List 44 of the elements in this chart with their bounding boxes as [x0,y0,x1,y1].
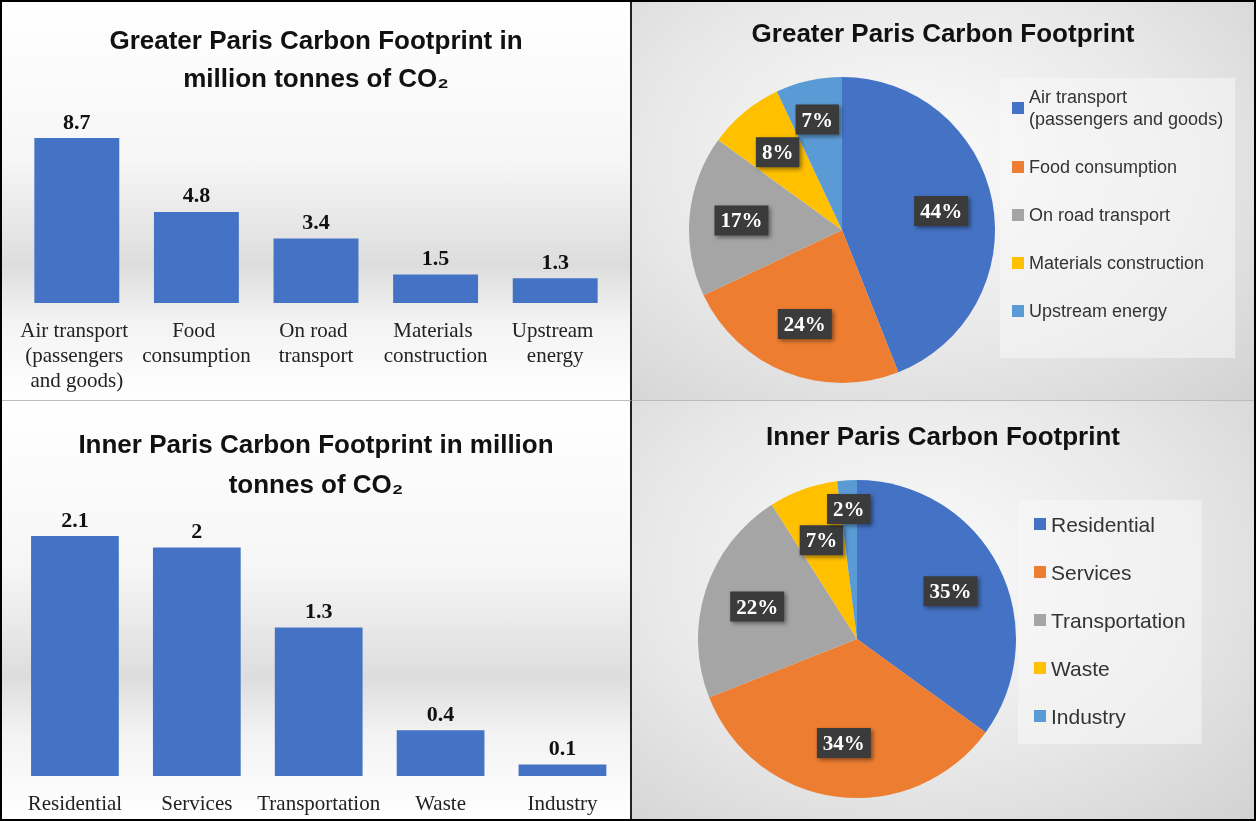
legend-label: Industry [1051,704,1127,728]
data-label: 7% [805,528,838,553]
x-tick-label: Transportation [257,790,381,815]
x-tick-label: Services [161,790,233,815]
data-label: 0.1 [548,735,577,761]
x-tick-label: Industry [527,790,598,815]
legend-label: Air transport (passengers and goods) [1029,87,1224,129]
chart-title: Inner Paris Carbon Footprint [766,421,1121,451]
data-label: 2.1 [61,506,89,532]
data-label: 8.7 [63,108,91,134]
legend-label: Transportation [1051,608,1186,632]
chart-title: Greater Paris Carbon Footprint [751,18,1135,48]
data-label: 1.5 [421,245,450,271]
data-label: 17% [720,208,763,233]
legend-label: On road transport [1029,205,1171,225]
x-tick-label: Materials construction [383,317,488,367]
data-label: 22% [736,594,779,619]
legend-label: Upstream energy [1029,301,1168,321]
data-label: 2% [833,496,865,521]
data-label: 7% [801,107,834,132]
data-label: 44% [920,199,963,224]
x-tick-label: Residential [27,790,123,815]
legend-label: Services [1051,560,1132,584]
data-label: 8% [761,140,794,165]
data-label: 24% [783,311,826,336]
legend-label: Materials construction [1029,253,1205,273]
data-label: 2 [191,517,203,543]
x-tick-label: On road transport [278,317,354,367]
x-tick-label: Food consumption [142,317,252,367]
x-tick-label: Air transport (passengers and goods) [20,317,134,392]
data-label: 3.4 [302,209,330,235]
x-tick-label: Waste [415,790,466,815]
data-label: 4.8 [182,182,211,208]
legend-label: Residential [1051,512,1155,536]
data-label: 1.3 [304,597,333,623]
legend-label: Food consumption [1029,157,1178,177]
x-tick-label: Upstream energy [511,317,599,367]
data-label: 1.3 [541,248,569,274]
chart-title: Greater Paris Carbon Footprint in million tonnes of CO₂ [109,25,523,93]
data-label: 0.4 [426,700,455,726]
legend-label: Waste [1051,656,1110,680]
data-label: 35% [929,579,972,604]
chart-title: Inner Paris Carbon Footprint in million tonnes of CO₂ [78,429,554,499]
data-label: 34% [822,731,865,756]
